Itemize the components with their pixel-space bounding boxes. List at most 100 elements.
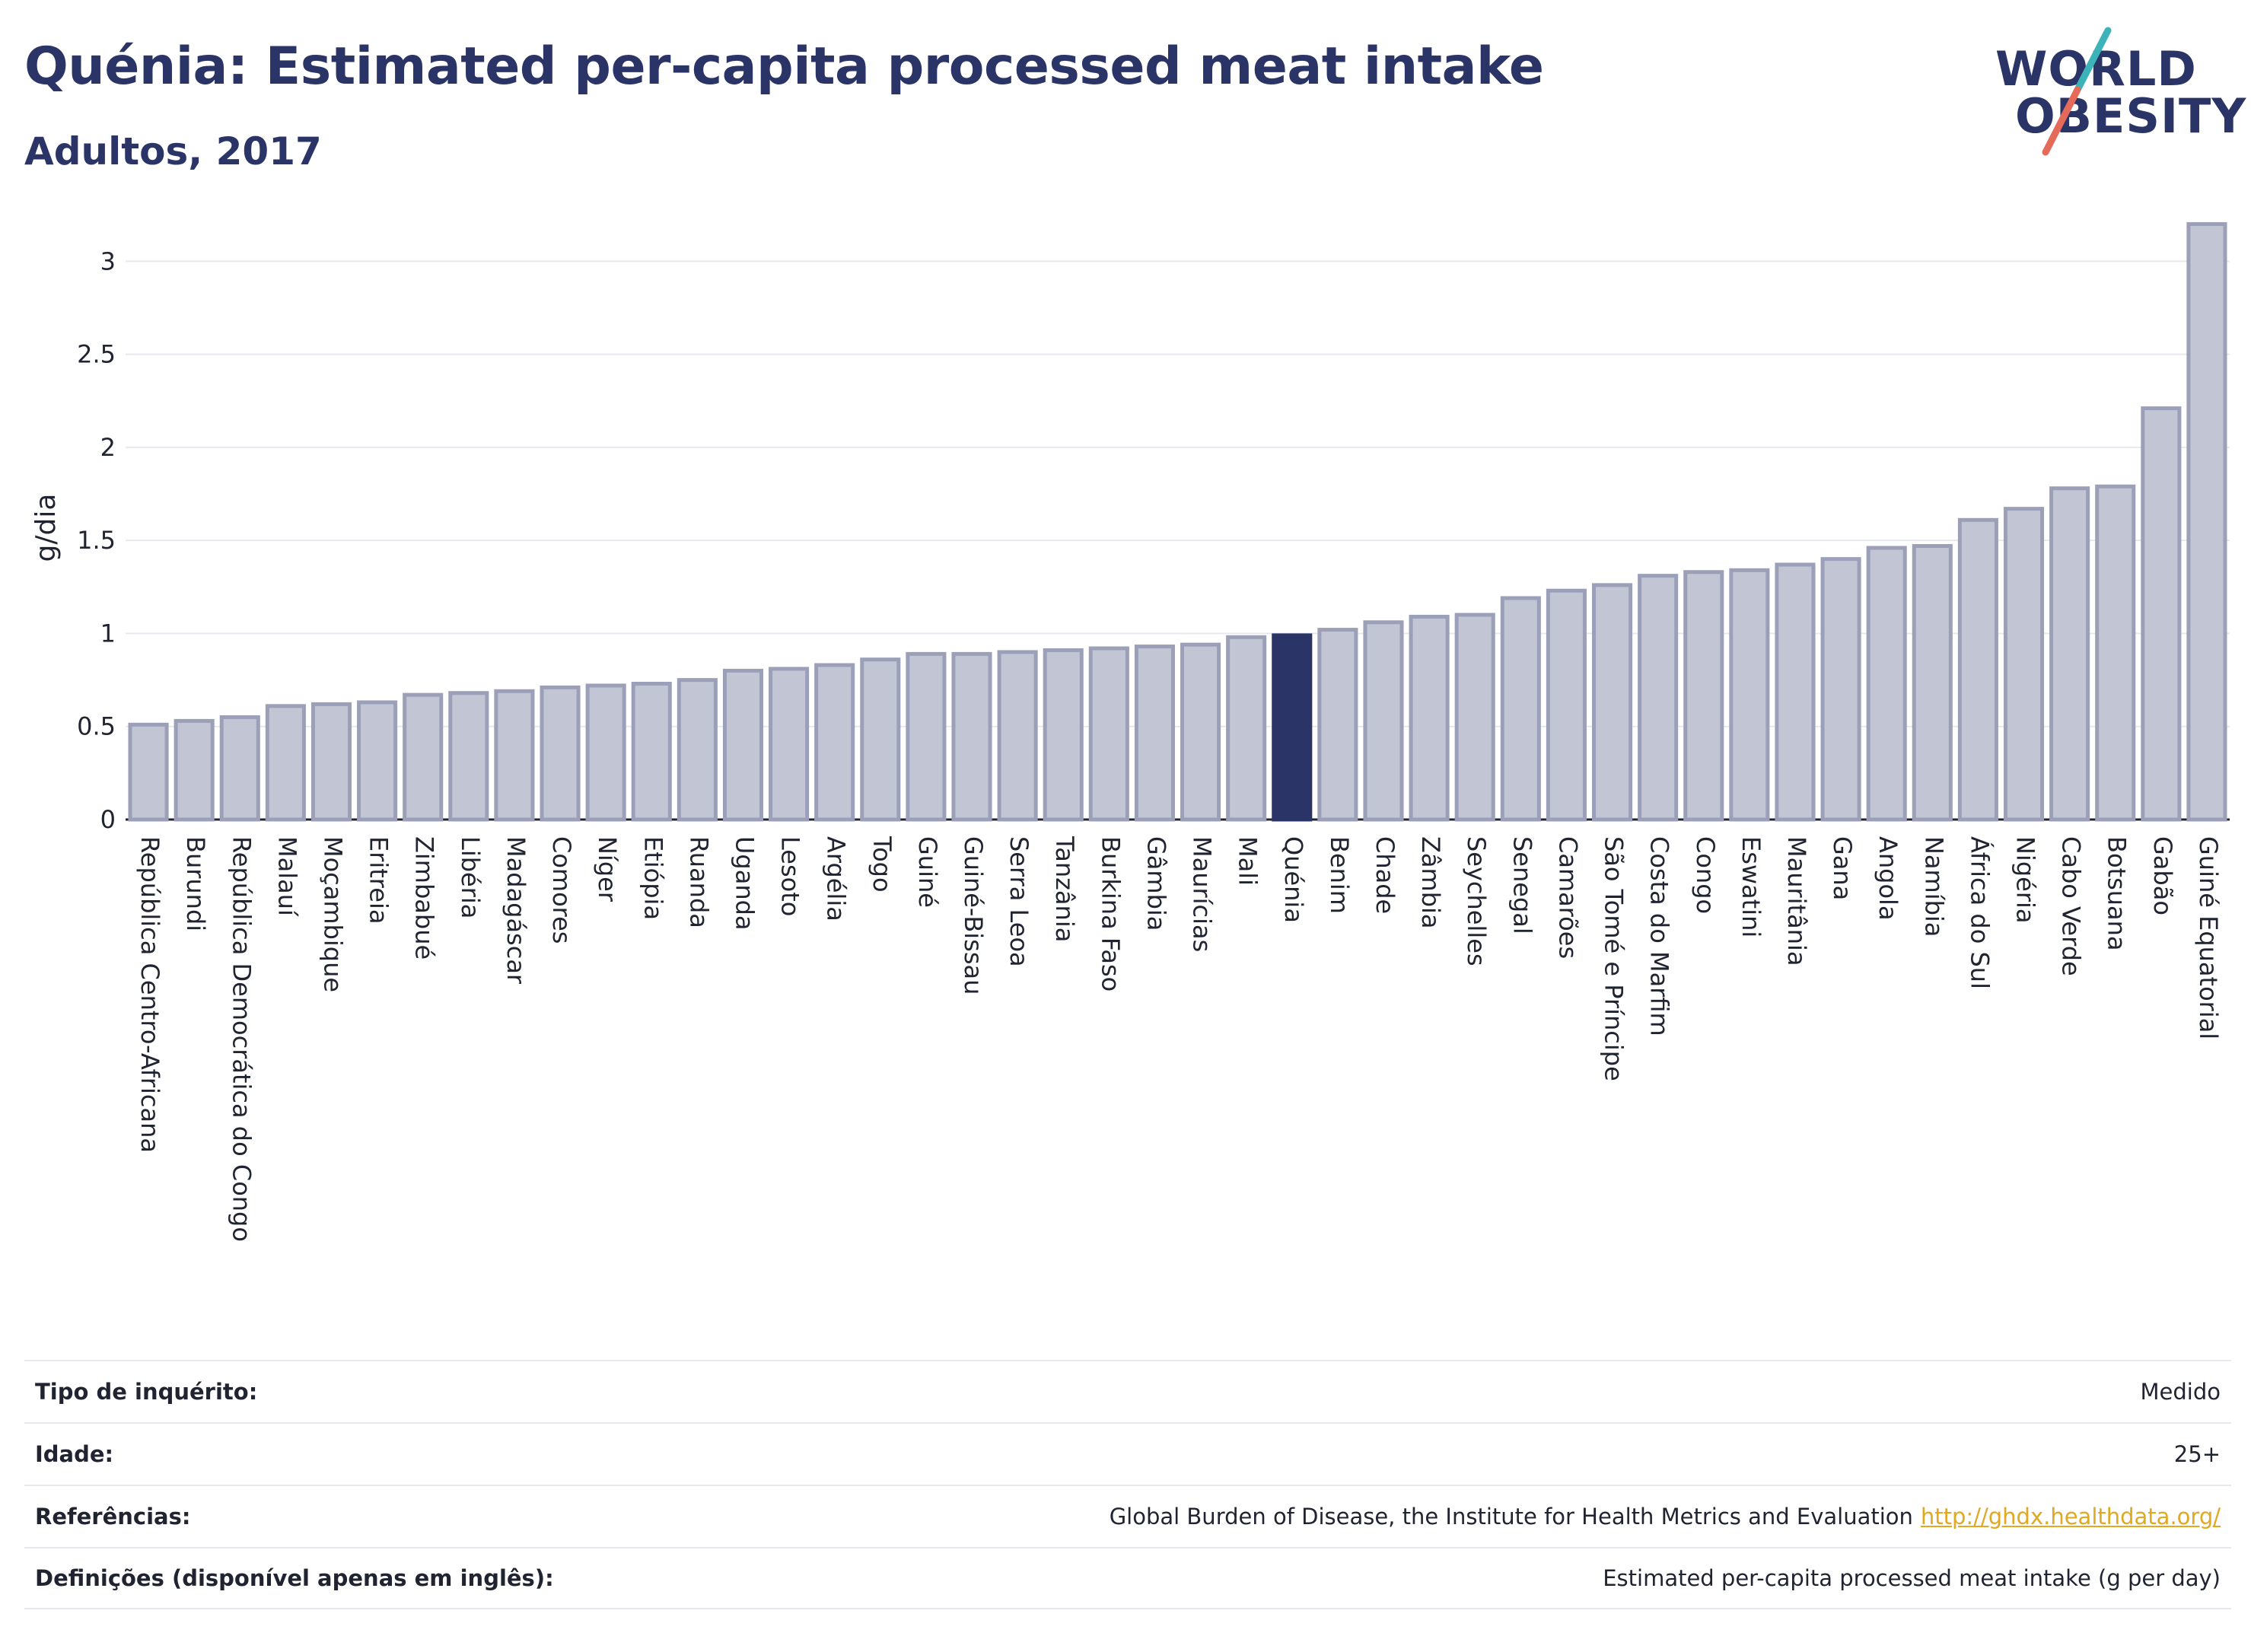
bar[interactable] xyxy=(2095,484,2136,822)
x-tick-label: Togo xyxy=(868,836,896,893)
x-tick-label: Madagáscar xyxy=(501,836,530,985)
x-tick-label: Lesoto xyxy=(776,836,805,916)
bar[interactable] xyxy=(906,651,947,822)
bar[interactable] xyxy=(2141,406,2182,822)
chart-subtitle: Adultos, 2017 xyxy=(24,129,322,173)
bar[interactable] xyxy=(1317,628,1358,822)
x-tick-label: Uganda xyxy=(730,836,759,931)
x-tick-label: São Tomé e Príncipe xyxy=(1600,836,1629,1081)
bar[interactable] xyxy=(310,702,352,822)
info-row-survey-type: Tipo de inquérito: Medido xyxy=(24,1360,2231,1422)
bar[interactable] xyxy=(494,689,535,822)
x-tick-label: Gabão xyxy=(2148,836,2177,915)
survey-type-label: Tipo de inquérito: xyxy=(35,1379,258,1405)
x-tick-label: Comores xyxy=(547,836,576,944)
logo-slash-icon xyxy=(2042,27,2112,156)
x-tick-label: Costa do Marfim xyxy=(1645,836,1674,1036)
x-tick-label: Burundi xyxy=(181,836,210,931)
bar[interactable] xyxy=(631,681,672,822)
bar[interactable] xyxy=(448,691,489,822)
bar[interactable] xyxy=(540,685,581,822)
y-tick-label: 2.5 xyxy=(77,340,116,369)
bar[interactable] xyxy=(1134,645,1175,822)
bar[interactable] xyxy=(1180,642,1221,822)
x-tick-label: Angola xyxy=(1874,836,1902,921)
bar[interactable] xyxy=(174,718,215,822)
bar[interactable] xyxy=(860,657,901,822)
x-tick-label: Benim xyxy=(1325,836,1354,914)
bar[interactable] xyxy=(403,692,444,822)
x-tick-label: Níger xyxy=(593,836,622,902)
x-tick-label: Guiné xyxy=(913,836,942,908)
bar[interactable] xyxy=(1454,613,1495,822)
bar[interactable] xyxy=(128,722,169,822)
y-tick-label: 3 xyxy=(100,247,116,275)
references-text: Global Burden of Disease, the Institute … xyxy=(1109,1504,1913,1529)
bar[interactable] xyxy=(1957,517,1998,822)
bar[interactable] xyxy=(219,715,260,822)
references-value: Global Burden of Disease, the Institute … xyxy=(1110,1504,2221,1529)
bar[interactable] xyxy=(585,683,626,822)
bar[interactable] xyxy=(1043,648,1084,822)
bar[interactable] xyxy=(1683,570,1724,822)
bar[interactable] xyxy=(265,704,306,822)
bar[interactable] xyxy=(1591,583,1633,822)
bars xyxy=(128,221,2227,822)
bar[interactable] xyxy=(677,678,718,822)
bar[interactable] xyxy=(357,700,398,822)
bar[interactable] xyxy=(2186,221,2227,822)
bar[interactable] xyxy=(1912,544,1953,822)
info-row-age: Idade: 25+ xyxy=(24,1422,2231,1485)
bar[interactable] xyxy=(1226,635,1267,822)
x-tick-label: Congo xyxy=(1691,836,1720,914)
x-tick-label: Etiópia xyxy=(638,836,667,920)
bar[interactable] xyxy=(1500,596,1541,822)
bar[interactable] xyxy=(2049,486,2090,822)
bar-chart: 0 0.5 1 1.5 2 2.5 3 República Centro-Africana B… xyxy=(30,221,2230,1242)
x-tick-label: Nigéria xyxy=(2011,836,2040,923)
x-tick-label: Ruanda xyxy=(684,836,713,928)
bar[interactable] xyxy=(1729,568,1770,822)
bar[interactable] xyxy=(722,668,764,822)
info-row-references: Referências: Global Burden of Disease, t… xyxy=(24,1485,2231,1547)
bar[interactable] xyxy=(1820,557,1861,822)
definitions-label: Definições (disponível apenas em inglês)… xyxy=(35,1565,554,1591)
references-label: Referências: xyxy=(35,1504,191,1529)
x-tick-label: Mauritânia xyxy=(1782,836,1811,966)
x-tick-label: Malauí xyxy=(272,836,301,917)
x-tick-label: Mali xyxy=(1234,836,1262,886)
bar[interactable] xyxy=(1546,588,1587,822)
x-tick-label: Chade xyxy=(1371,836,1399,914)
x-tick-label: Botsuana xyxy=(2103,836,2132,951)
definitions-value: Estimated per-capita processed meat inta… xyxy=(1603,1565,2221,1591)
bar[interactable] xyxy=(2003,507,2045,822)
bar[interactable] xyxy=(997,650,1038,822)
x-tick-label: Moçambique xyxy=(318,836,347,992)
references-link[interactable]: http://ghdx.healthdata.org/ xyxy=(1920,1504,2221,1529)
bar[interactable] xyxy=(1363,620,1404,822)
y-tick-label: 1.5 xyxy=(77,526,116,555)
bar[interactable] xyxy=(814,663,855,822)
bar-highlighted[interactable] xyxy=(1272,633,1313,822)
x-tick-label: Zimbabué xyxy=(410,836,439,960)
x-tick-label: Maurícias xyxy=(1188,836,1217,952)
y-axis-title: g/dia xyxy=(30,494,62,562)
survey-type-value: Medido xyxy=(2140,1379,2221,1405)
world-obesity-logo[interactable]: WORLD OBESITY xyxy=(1986,23,2246,160)
x-tick-label: Gâmbia xyxy=(1141,836,1170,931)
bar[interactable] xyxy=(769,667,810,822)
bar[interactable] xyxy=(1088,646,1129,822)
bar[interactable] xyxy=(1409,614,1450,822)
x-tick-label: Argélia xyxy=(822,836,851,921)
age-label: Idade: xyxy=(35,1441,114,1467)
x-tick-label: República Democrática do Congo xyxy=(227,836,256,1242)
x-tick-label: Serra Leoa xyxy=(1005,836,1033,967)
bar[interactable] xyxy=(1775,562,1816,822)
bar[interactable] xyxy=(1638,574,1679,822)
x-tick-label: República Centro-Africana xyxy=(135,836,164,1153)
bar[interactable] xyxy=(1866,546,1907,822)
x-tick-label: Quénia xyxy=(1279,836,1308,923)
x-tick-label: Guiné-Bissau xyxy=(959,836,988,995)
bar[interactable] xyxy=(951,651,992,822)
info-table: Tipo de inquérito: Medido Idade: 25+ Ref… xyxy=(24,1360,2231,1609)
